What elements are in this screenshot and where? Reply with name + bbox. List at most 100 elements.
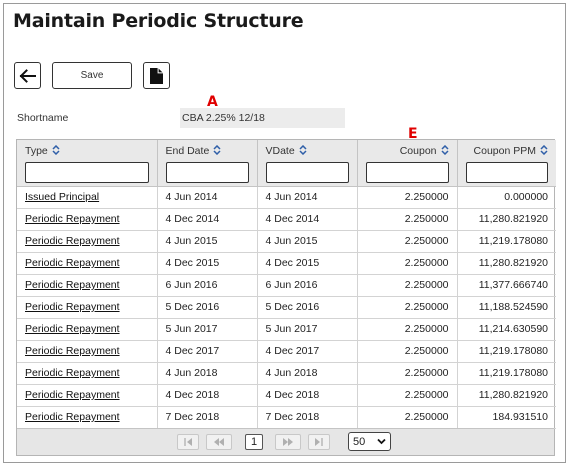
cell-type: Periodic Repayment: [17, 296, 158, 319]
cell-coupon-ppm: 11,280.821920: [457, 384, 556, 407]
save-button[interactable]: Save: [52, 62, 132, 89]
filter-input-vdate[interactable]: [265, 162, 349, 183]
row-type-link[interactable]: Periodic Repayment: [25, 323, 120, 335]
first-page-button[interactable]: [177, 434, 199, 450]
cell-end-date: 4 Dec 2017: [157, 340, 258, 363]
cell-vdate: 4 Dec 2015: [257, 252, 358, 275]
table-row: Periodic Repayment 4 Jun 2018 4 Jun 2018 2.…: [17, 362, 556, 385]
cell-coupon-ppm: 11,214.630590: [457, 318, 556, 341]
cell-coupon-ppm: 184.931510: [457, 406, 556, 429]
cell-end-date: 4 Dec 2018: [157, 384, 258, 407]
column-header-coupon[interactable]: Coupon: [357, 140, 458, 187]
cell-coupon: 2.250000: [357, 384, 458, 407]
table-row: Periodic Repayment 7 Dec 2018 7 Dec 2018 2.…: [17, 406, 556, 429]
cell-vdate: 4 Dec 2014: [257, 208, 358, 231]
prev-page-button[interactable]: [206, 434, 232, 450]
shortname-label: Shortname: [17, 112, 69, 124]
cell-coupon-ppm: 11,219.178080: [457, 230, 556, 253]
sort-icon[interactable]: [540, 145, 548, 155]
cell-end-date: 4 Dec 2015: [157, 252, 258, 275]
column-header-type[interactable]: Type: [17, 140, 158, 187]
cell-coupon: 2.250000: [357, 252, 458, 275]
filter-input-coupon[interactable]: [365, 162, 449, 183]
current-page-button[interactable]: 1: [245, 434, 263, 450]
filter-input-type[interactable]: [25, 162, 149, 183]
cell-coupon: 2.250000: [357, 208, 458, 231]
cell-type: Periodic Repayment: [17, 252, 158, 275]
shortname-value: CBA 2.25% 12/18: [180, 108, 345, 128]
next-page-icon: [283, 438, 293, 446]
row-type-link[interactable]: Periodic Repayment: [25, 235, 120, 247]
cell-coupon-ppm: 11,280.821920: [457, 208, 556, 231]
row-type-link[interactable]: Periodic Repayment: [25, 345, 120, 357]
prev-page-icon: [214, 438, 224, 446]
grid-table: Type End Date VDate Coupon Coupon PPM Issued…: [17, 140, 556, 429]
document-button[interactable]: [143, 62, 170, 89]
cell-coupon-ppm: 0.000000: [457, 186, 556, 209]
last-page-button[interactable]: [308, 434, 330, 450]
back-button[interactable]: [14, 62, 41, 89]
cell-coupon: 2.250000: [357, 186, 458, 209]
cell-coupon-ppm: 11,188.524590: [457, 296, 556, 319]
cell-vdate: 4 Jun 2014: [257, 186, 358, 209]
column-header-coupon-ppm[interactable]: Coupon PPM: [457, 140, 556, 187]
row-type-link[interactable]: Periodic Repayment: [25, 257, 120, 269]
cell-vdate: 4 Dec 2017: [257, 340, 358, 363]
app-window: Maintain Periodic Structure Save A E Sho…: [3, 3, 566, 463]
row-type-link[interactable]: Periodic Repayment: [25, 279, 120, 291]
grid-body: Issued Principal 4 Jun 2014 4 Jun 2014 2.25…: [17, 186, 556, 429]
cell-end-date: 6 Jun 2016: [157, 274, 258, 297]
table-row: Periodic Repayment 5 Dec 2016 5 Dec 2016 2.…: [17, 296, 556, 319]
cell-coupon: 2.250000: [357, 318, 458, 341]
cell-type: Periodic Repayment: [17, 318, 158, 341]
column-header-vdate[interactable]: VDate: [257, 140, 358, 187]
sort-icon[interactable]: [213, 145, 221, 155]
sort-icon[interactable]: [299, 145, 307, 155]
table-row: Periodic Repayment 6 Jun 2016 6 Jun 2016 2.…: [17, 274, 556, 297]
table-row: Periodic Repayment 4 Dec 2015 4 Dec 2015 2.…: [17, 252, 556, 275]
cell-coupon: 2.250000: [357, 296, 458, 319]
row-type-link[interactable]: Periodic Repayment: [25, 367, 120, 379]
document-icon: [150, 67, 163, 84]
cell-end-date: 5 Dec 2016: [157, 296, 258, 319]
row-type-link[interactable]: Periodic Repayment: [25, 301, 120, 313]
cell-type: Periodic Repayment: [17, 230, 158, 253]
column-header-label: Type: [25, 145, 48, 157]
cell-type: Periodic Repayment: [17, 274, 158, 297]
annotation-marker-e: E: [408, 126, 418, 142]
filter-input-end-date[interactable]: [165, 162, 249, 183]
page-size-value: 50: [353, 435, 366, 448]
cell-coupon-ppm: 11,377.666740: [457, 274, 556, 297]
row-type-link[interactable]: Periodic Repayment: [25, 389, 120, 401]
page-size-select[interactable]: 50: [348, 432, 391, 451]
row-type-link[interactable]: Periodic Repayment: [25, 213, 120, 225]
grid-header-row: Type End Date VDate Coupon Coupon PPM: [17, 140, 556, 187]
row-type-link[interactable]: Issued Principal: [25, 191, 100, 203]
filter-input-coupon-ppm[interactable]: [465, 162, 548, 183]
cell-end-date: 4 Jun 2018: [157, 362, 258, 385]
next-page-button[interactable]: [275, 434, 301, 450]
cell-vdate: 4 Jun 2015: [257, 230, 358, 253]
cell-vdate: 4 Jun 2018: [257, 362, 358, 385]
page-title: Maintain Periodic Structure: [13, 10, 304, 32]
sort-icon[interactable]: [440, 145, 449, 155]
column-header-end-date[interactable]: End Date: [157, 140, 258, 187]
row-type-link[interactable]: Periodic Repayment: [25, 411, 120, 423]
table-row: Issued Principal 4 Jun 2014 4 Jun 2014 2.25…: [17, 186, 556, 209]
periodic-structure-grid: Type End Date VDate Coupon Coupon PPM Issued…: [16, 139, 556, 456]
cell-vdate: 7 Dec 2018: [257, 406, 358, 429]
pager: 1 50: [17, 428, 554, 455]
cell-coupon: 2.250000: [357, 230, 458, 253]
cell-type: Periodic Repayment: [17, 340, 158, 363]
column-header-label: Coupon: [399, 145, 437, 157]
cell-end-date: 7 Dec 2018: [157, 406, 258, 429]
cell-end-date: 4 Jun 2015: [157, 230, 258, 253]
cell-coupon: 2.250000: [357, 274, 458, 297]
cell-vdate: 5 Jun 2017: [257, 318, 358, 341]
sort-icon[interactable]: [52, 145, 60, 155]
table-row: Periodic Repayment 4 Dec 2017 4 Dec 2017 2.…: [17, 340, 556, 363]
cell-vdate: 5 Dec 2016: [257, 296, 358, 319]
chevron-down-icon: [377, 438, 386, 445]
cell-vdate: 4 Dec 2018: [257, 384, 358, 407]
cell-coupon-ppm: 11,219.178080: [457, 362, 556, 385]
